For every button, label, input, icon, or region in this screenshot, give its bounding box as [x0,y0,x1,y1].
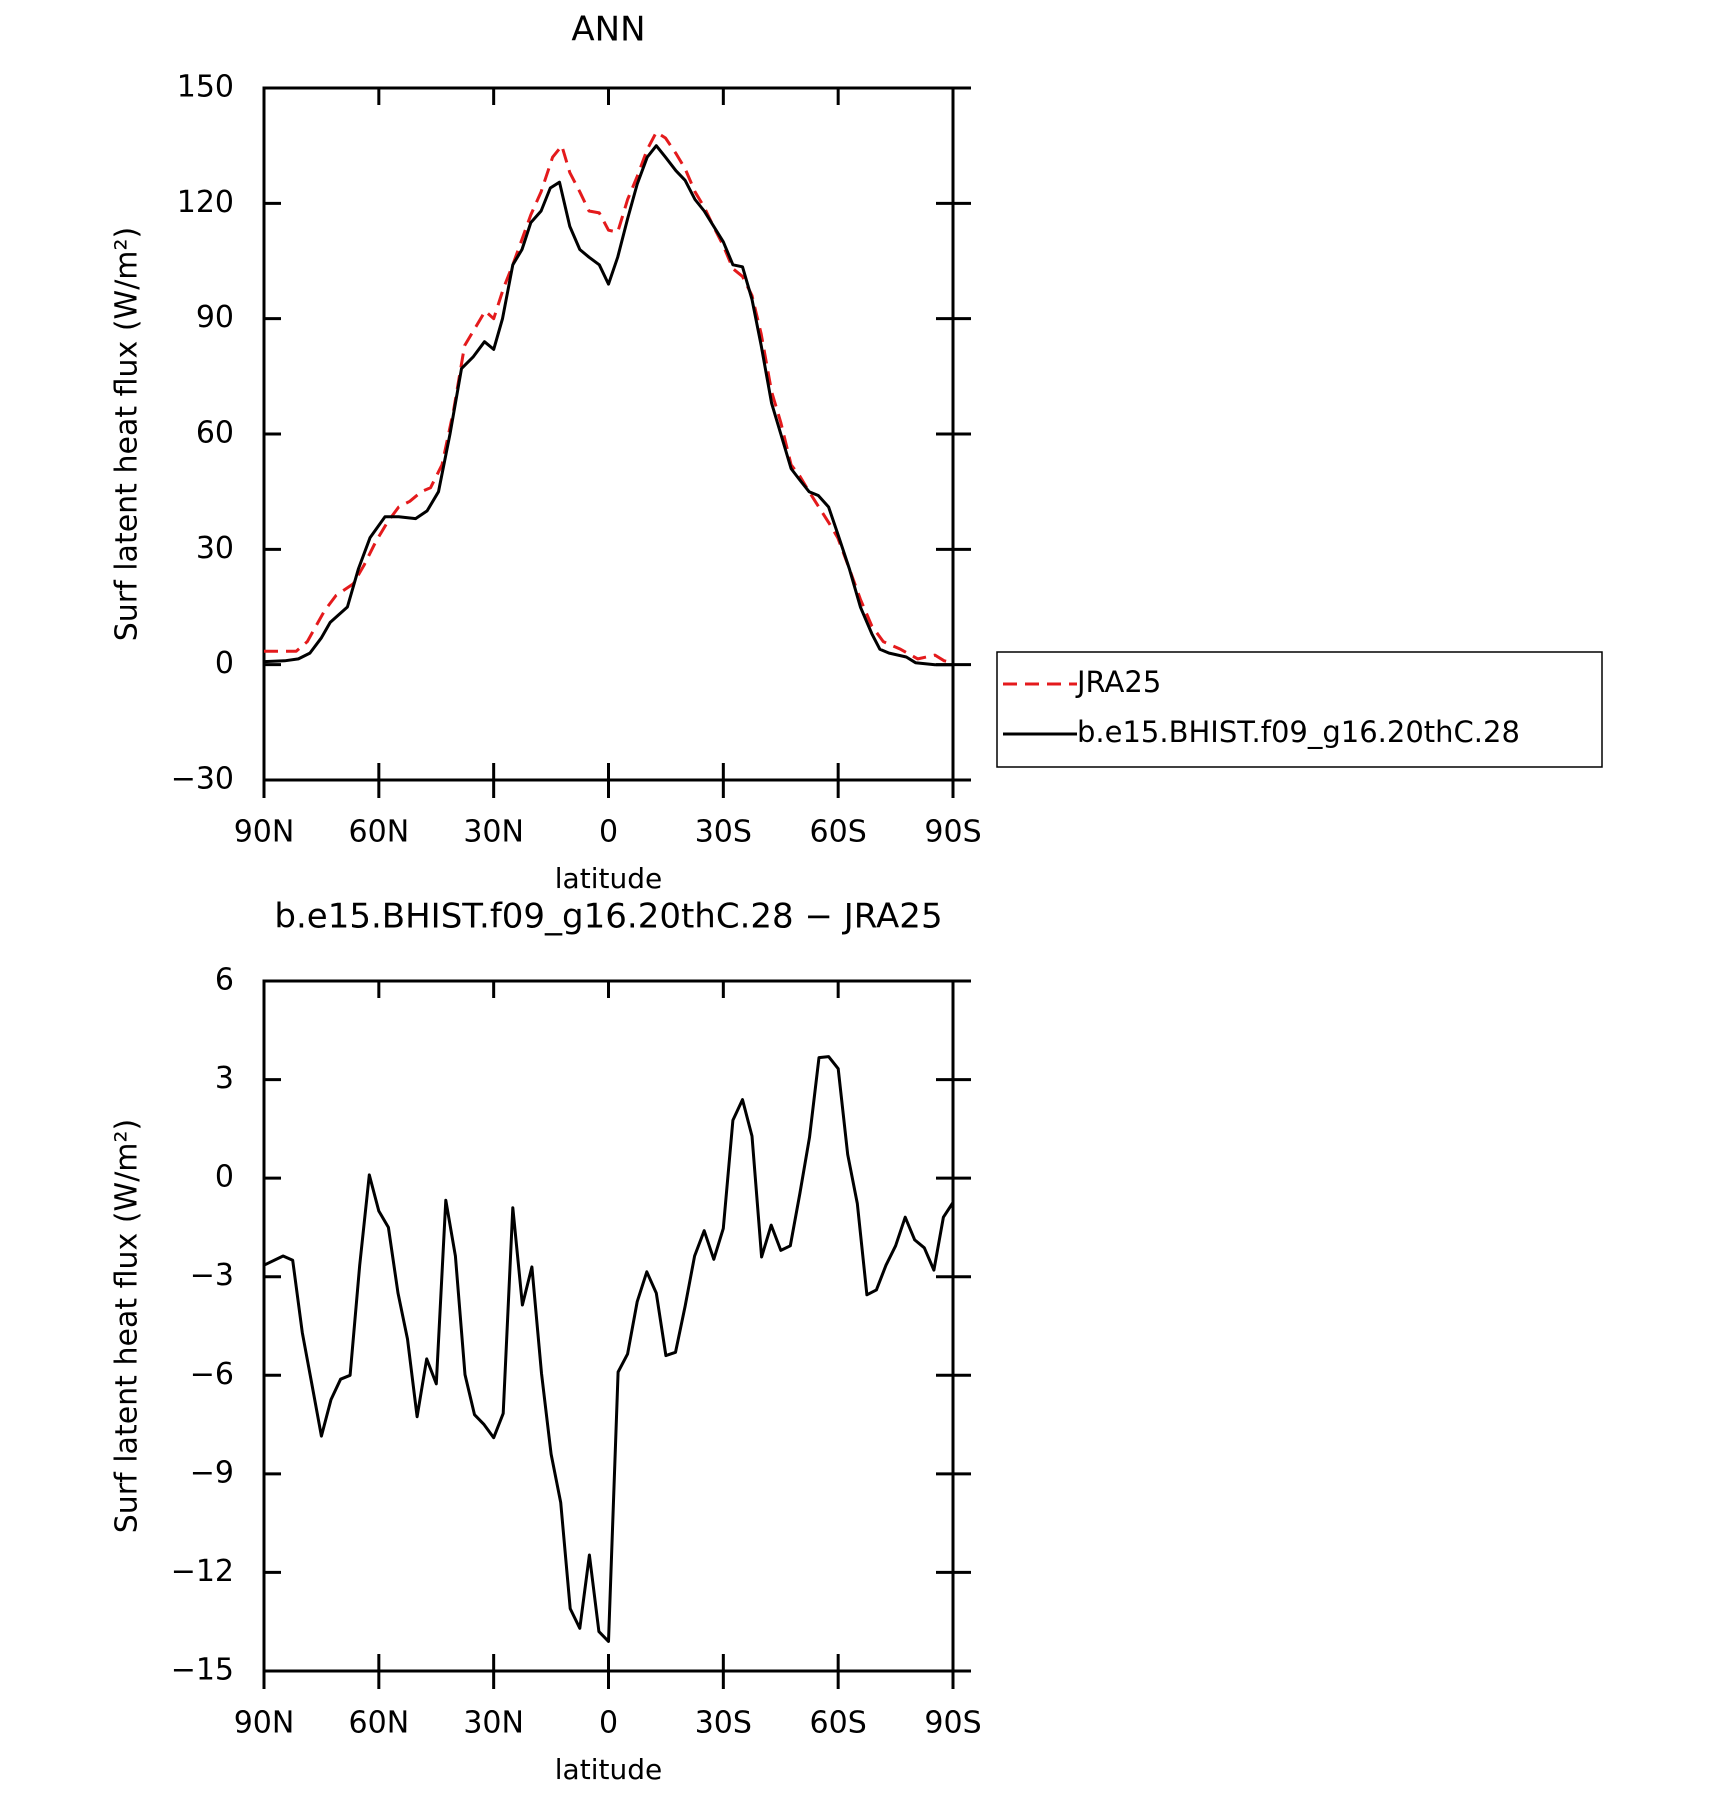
data-line [263,144,953,667]
y-tick-label: 3 [215,1061,234,1096]
x-tick-label: 30N [463,1706,524,1741]
data-line [263,1055,955,1643]
x-tick-label: 0 [599,815,618,850]
plot-frame [262,979,955,1673]
x-tick-label: 90S [924,815,981,850]
chart-title: b.e15.BHIST.f09_g16.20thC.28 − JRA25 [274,897,942,937]
legend-label: b.e15.BHIST.f09_g16.20thC.28 [1077,715,1520,749]
y-tick-label: 0 [215,646,234,681]
y-tick-label: −3 [190,1258,234,1293]
legend-label: JRA25 [1075,665,1161,699]
y-tick-label: −15 [171,1653,234,1688]
y-tick-label: −12 [171,1554,234,1589]
chart-title: ANN [571,10,645,50]
y-tick-label: 150 [177,70,234,105]
x-tick-label: 60S [810,815,867,850]
x-tick-label: 30N [463,815,524,850]
legend-box [996,651,1603,768]
data-line [264,130,954,665]
x-tick-label: 60N [349,815,410,850]
x-tick-label: 0 [599,1706,618,1741]
x-tick-label: 90N [234,1706,295,1741]
y-tick-label: 120 [177,185,234,220]
plot-frame [262,86,955,782]
x-tick-label: 90S [924,1706,981,1741]
y-tick-label: 0 [215,1160,234,1195]
y-axis-label: Surf latent heat flux (W/m²) [110,227,145,642]
x-tick-label: 60N [349,1706,410,1741]
x-tick-label: 90N [234,815,295,850]
x-tick-label: 30S [695,815,752,850]
y-axis-label: Surf latent heat flux (W/m²) [110,1119,145,1534]
x-axis-label: latitude [555,862,662,895]
x-tick-label: 30S [695,1706,752,1741]
y-tick-label: 6 [215,963,234,998]
x-tick-label: 60S [810,1706,867,1741]
y-tick-label: 90 [196,300,234,335]
x-axis-label: latitude [555,1753,662,1786]
y-tick-label: −6 [190,1357,234,1392]
y-tick-label: −30 [171,762,234,797]
y-tick-label: 30 [196,531,234,566]
y-tick-label: −9 [190,1455,234,1490]
y-tick-label: 60 [196,416,234,451]
